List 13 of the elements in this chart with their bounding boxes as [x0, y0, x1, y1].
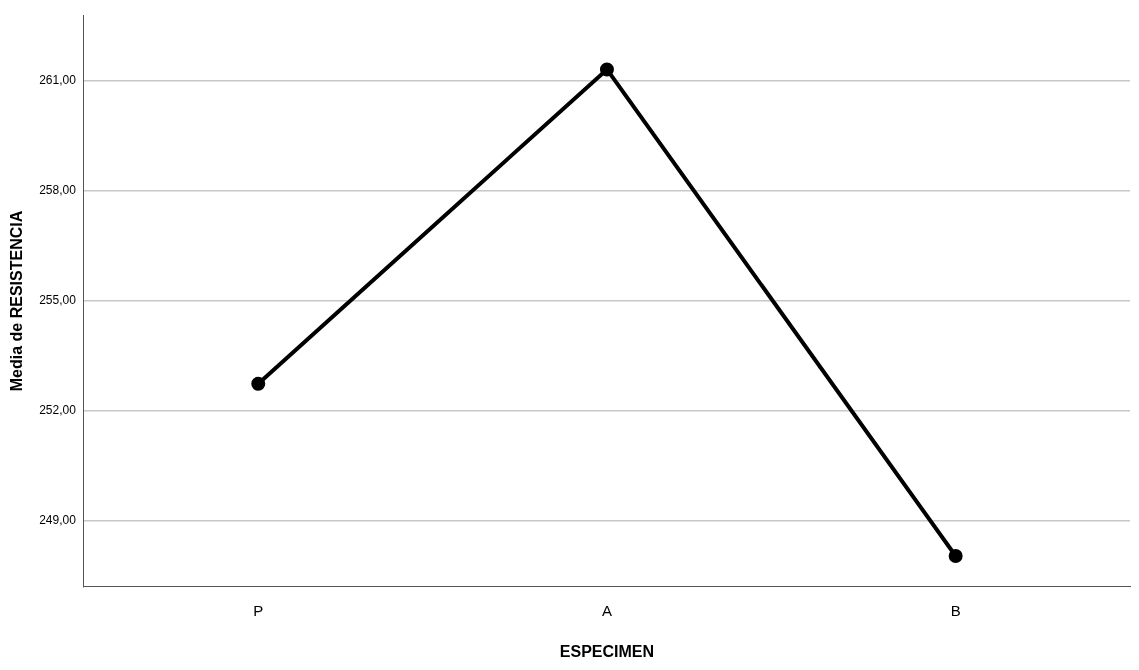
y-tick-label: 261,00 [39, 73, 77, 88]
x-axis-title: ESPECIMEN [559, 642, 655, 660]
y-tick-label: 252,00 [39, 403, 77, 418]
y-axis-title: Media de RESISTENCIA [8, 210, 26, 392]
y-tick-label: 258,00 [39, 183, 77, 198]
point [599, 62, 614, 77]
x-tick-label: B [950, 601, 961, 619]
x-tick-label: P [253, 601, 264, 619]
y-tick-label: 249,00 [39, 513, 77, 528]
x-tick-label: A [601, 601, 612, 619]
point [948, 549, 963, 564]
point [251, 376, 266, 391]
y-tick-label: 255,00 [39, 293, 77, 308]
